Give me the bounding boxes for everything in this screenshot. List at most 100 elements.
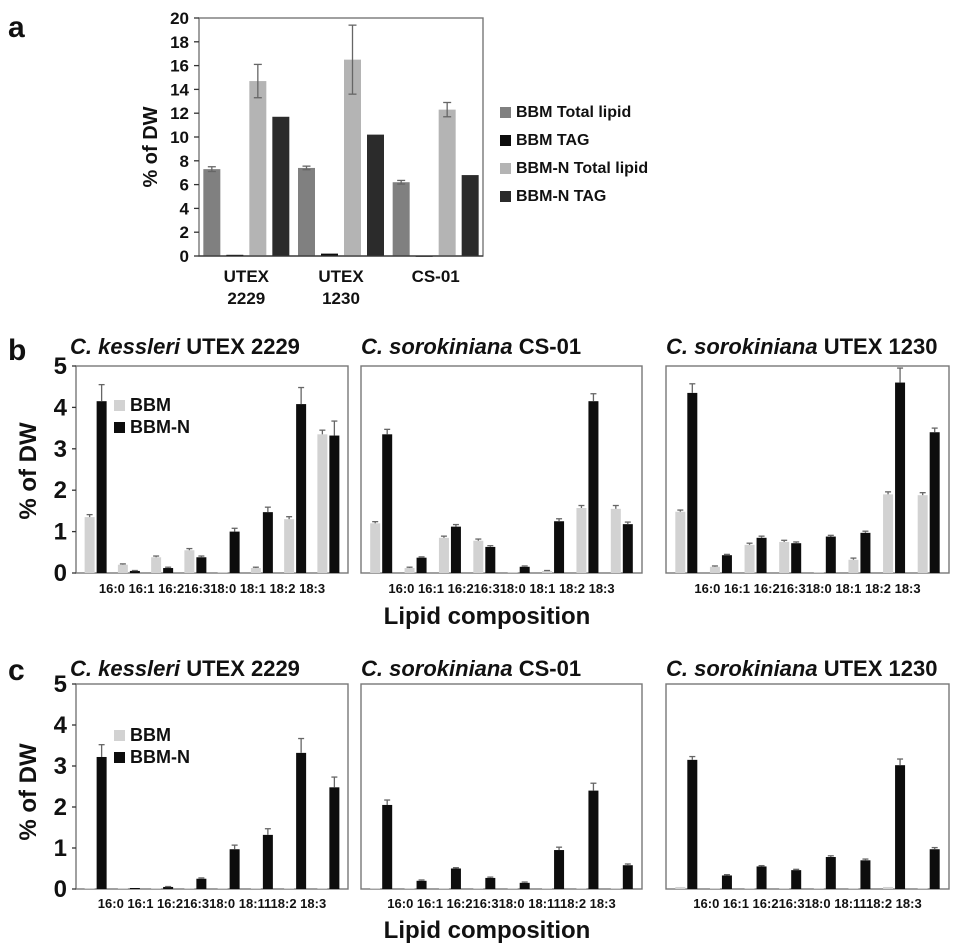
subplot-title: C. sorokiniana CS-01 (361, 334, 581, 359)
xtick-labels: 16:0 16:1 16:216:318:0 18:1118:2 18:3 (693, 896, 921, 911)
bar-bbm-n (163, 886, 174, 889)
bar-bbm (744, 888, 755, 889)
bar-bbm-n (860, 860, 871, 889)
panel-a-legend-swatch (500, 135, 511, 146)
bar-bbm-n (929, 849, 940, 889)
ytick-label: 1 (54, 835, 67, 862)
bar-bbm (284, 888, 295, 889)
bar-bbm (813, 888, 824, 889)
bar-bbm (709, 566, 720, 573)
bar-bbm (917, 888, 928, 889)
subplot-frame (75, 365, 349, 574)
legend-label: BBM-N (130, 417, 190, 437)
legend-swatch (114, 752, 125, 763)
panel-a-bar (249, 81, 267, 256)
subplot-frame (360, 683, 643, 890)
ytick-label: 5 (54, 671, 67, 698)
subplot: C. sorokiniana UTEX 1230 16:0 16:1 16:216… (665, 334, 950, 596)
subplot-frame (75, 683, 349, 890)
panel-a-ytick-label: 8 (180, 152, 189, 171)
bar-bbm-n (485, 546, 496, 573)
panel-a-category-label: 1230 (322, 289, 360, 308)
bar-bbm-n (485, 877, 496, 889)
bar-bbm (370, 888, 381, 889)
panel-a-ytick-label: 20 (170, 9, 189, 28)
bar-bbm-n (756, 537, 767, 573)
panel-a-category-label: CS-01 (412, 267, 460, 286)
subplot-title-strain: UTEX 2229 (180, 656, 300, 681)
bar-bbm-n (622, 865, 633, 889)
ytick-label: 4 (54, 394, 68, 421)
panel-a-bar (392, 182, 410, 256)
bar-bbm-n (721, 555, 732, 573)
panel-a-category-label: 2229 (227, 289, 265, 308)
bar-bbm-n (860, 532, 871, 573)
panel-a-category-label: UTEX (318, 267, 364, 286)
panel-a-legend-swatch (500, 191, 511, 202)
subplot-title-strain: UTEX 2229 (180, 334, 300, 359)
panel-a-legend-swatch (500, 107, 511, 118)
bar-bbm-n (825, 536, 836, 573)
panel-a-ytick-label: 18 (170, 33, 189, 52)
bar-bbm (744, 544, 755, 573)
bar-bbm (883, 494, 894, 573)
bar-bbm (250, 568, 261, 573)
bar-bbm (84, 517, 95, 573)
bar-bbm-n (163, 568, 174, 573)
ytick-label: 3 (54, 753, 67, 780)
bar-bbm (217, 888, 228, 889)
bar-bbm (438, 537, 449, 573)
bar-bbm (675, 886, 686, 889)
bar-bbm (813, 572, 824, 573)
bar-bbm (576, 888, 587, 889)
panel-b-ylabel: % of DW (15, 422, 42, 520)
xtick-labels: 16:0 16:1 16:216:318:0 18:1 18:2 18:3 (388, 581, 614, 596)
bar-bbm-n (554, 521, 565, 573)
subplot-title-species: C. kessleri (70, 334, 181, 359)
subplot-title: C. sorokiniana CS-01 (361, 656, 581, 681)
bar-bbm (779, 541, 790, 573)
subplot-title: C. kessleri UTEX 2229 (70, 334, 300, 359)
ytick-label: 0 (54, 560, 67, 587)
bar-bbm-n (196, 878, 207, 889)
panel-b-subplots: C. kessleri UTEX 2229 0 1 2 3 4 5 16:0 16:1 16:… (54, 334, 950, 596)
ytick-label: 2 (54, 794, 67, 821)
bar-bbm-n (721, 875, 732, 889)
subplot: C. sorokiniana CS-01 16:0 16:1 16:216:318… (360, 656, 643, 911)
bar-bbm (184, 550, 195, 573)
legend-label: BBM (130, 725, 171, 745)
bar-bbm-n (96, 401, 107, 573)
bar-bbm-n (588, 790, 599, 889)
bar-bbm (507, 888, 518, 889)
subplot-frame (665, 365, 950, 574)
panel-a-letter: a (8, 11, 25, 44)
panel-a-xaxis: UTEX 2229 UTEX 1230 CS-01 (224, 267, 460, 308)
bar-bbm-n (450, 868, 461, 889)
panel-b: b % of DW C. kessleri UTEX 2229 0 1 2 3 4 5 16:… (8, 334, 950, 630)
bar-bbm (542, 888, 553, 889)
subplot: C. kessleri UTEX 2229 0 1 2 3 4 5 16:0 16:1 16:… (54, 656, 349, 911)
subplot-title-species: C. sorokiniana (361, 656, 513, 681)
bar-bbm-n (296, 404, 307, 573)
panel-a-ylabel: % of DW (140, 106, 162, 187)
panel-a-bar (203, 169, 221, 256)
bar-bbm-n (129, 570, 140, 573)
bar-bbm-n (296, 752, 307, 889)
bar-bbm-n (791, 870, 802, 889)
panel-a-bar (272, 116, 290, 257)
bar-bbm-n (229, 849, 240, 889)
panel-a-category-label: UTEX (224, 267, 270, 286)
panel-c: c % of DW C. kessleri UTEX 2229 0 1 2 3 4 5 16:… (8, 654, 950, 944)
bar-bbm (848, 559, 859, 573)
bar-bbm-n (929, 432, 940, 573)
bar-bbm-n (756, 866, 767, 889)
panel-a-yaxis: 0 2 4 6 8 10 12 14 16 18 20 (170, 9, 199, 266)
panel-a-legend: BBM Total lipid BBM TAG BBM-N Total lipid B… (500, 104, 648, 205)
subplot-title-species: C. sorokiniana (666, 656, 818, 681)
panel-a-ytick-label: 6 (180, 176, 189, 195)
bar-bbm (779, 888, 790, 889)
panel-a-legend-label: BBM-N TAG (516, 188, 606, 205)
ytick-label: 2 (54, 477, 67, 504)
